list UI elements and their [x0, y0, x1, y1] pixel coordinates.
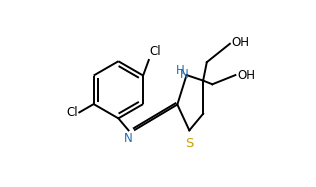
Text: S: S [185, 137, 193, 150]
Text: Cl: Cl [150, 45, 161, 58]
Text: OH: OH [237, 69, 255, 82]
Text: OH: OH [232, 36, 250, 49]
Text: Cl: Cl [67, 106, 78, 119]
Text: N: N [124, 132, 133, 145]
Text: H: H [176, 64, 185, 77]
Text: N: N [180, 68, 189, 81]
